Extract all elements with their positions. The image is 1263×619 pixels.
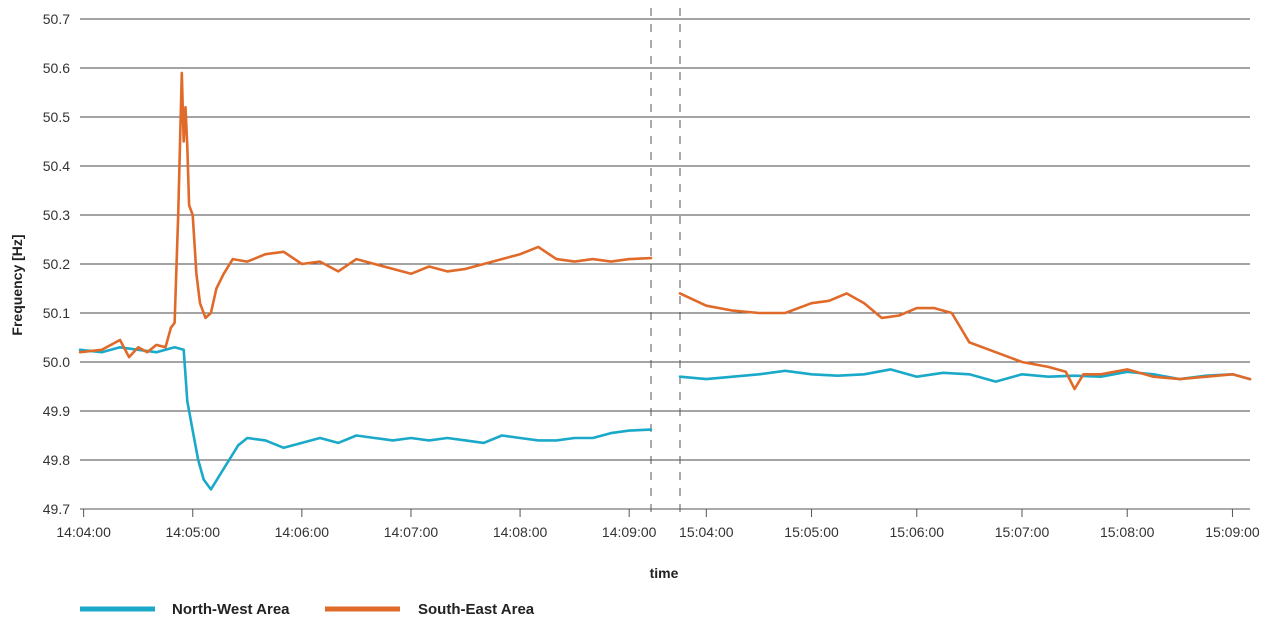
legend-label-north-west: North-West Area: [172, 601, 290, 618]
y-tick-label: 50.0: [43, 354, 70, 370]
x-tick-label: 14:07:00: [384, 524, 439, 540]
grid-lines: [80, 18, 1250, 510]
x-tick-label: 15:04:00: [679, 524, 734, 540]
y-tick-label: 49.9: [43, 403, 70, 419]
y-tick-label: 50.7: [43, 11, 70, 27]
segment-separators: [650, 8, 681, 515]
y-tick-label: 50.6: [43, 60, 70, 76]
legend: North-West Area South-East Area: [80, 601, 535, 618]
y-axis-title: Frequency [Hz]: [9, 234, 25, 335]
x-axis-title: time: [650, 565, 679, 581]
series-line-north-west-segment-1: [78, 345, 653, 491]
x-tick-label: 14:09:00: [602, 524, 657, 540]
legend-label-south-east: South-East Area: [418, 601, 535, 618]
x-tick-label: 15:05:00: [784, 524, 839, 540]
x-tick-label: 15:08:00: [1100, 524, 1155, 540]
x-tick-label: 14:08:00: [493, 524, 548, 540]
series-lines: [78, 71, 1252, 491]
x-tick-label: 14:06:00: [275, 524, 330, 540]
y-tick-labels: 49.7 49.8 49.9 50.0 50.1 50.2 50.3 50.4 50.5 50.6…: [43, 11, 70, 517]
x-tick-label: 14:05:00: [165, 524, 220, 540]
x-tick-label: 15:09:00: [1205, 524, 1260, 540]
y-tick-label: 50.1: [43, 305, 70, 321]
x-tick-label: 14:04:00: [56, 524, 111, 540]
x-tick-label: 15:07:00: [995, 524, 1050, 540]
y-tick-label: 49.7: [43, 501, 70, 517]
y-tick-label: 49.8: [43, 452, 70, 468]
x-axis: 14:04:00 14:05:00 14:06:00 14:07:00 14:08:00…: [56, 508, 1260, 540]
y-tick-label: 50.5: [43, 109, 70, 125]
y-tick-label: 50.4: [43, 158, 70, 174]
series-line-north-west-segment-2: [678, 368, 1252, 383]
legend-item-north-west: North-West Area: [80, 601, 290, 618]
x-tick-label: 15:06:00: [890, 524, 945, 540]
legend-item-south-east: South-East Area: [325, 601, 535, 618]
series-line-south-east-segment-2: [678, 292, 1252, 391]
y-tick-label: 50.2: [43, 256, 70, 272]
series-line-south-east-segment-1: [78, 71, 653, 359]
y-tick-label: 50.3: [43, 207, 70, 223]
